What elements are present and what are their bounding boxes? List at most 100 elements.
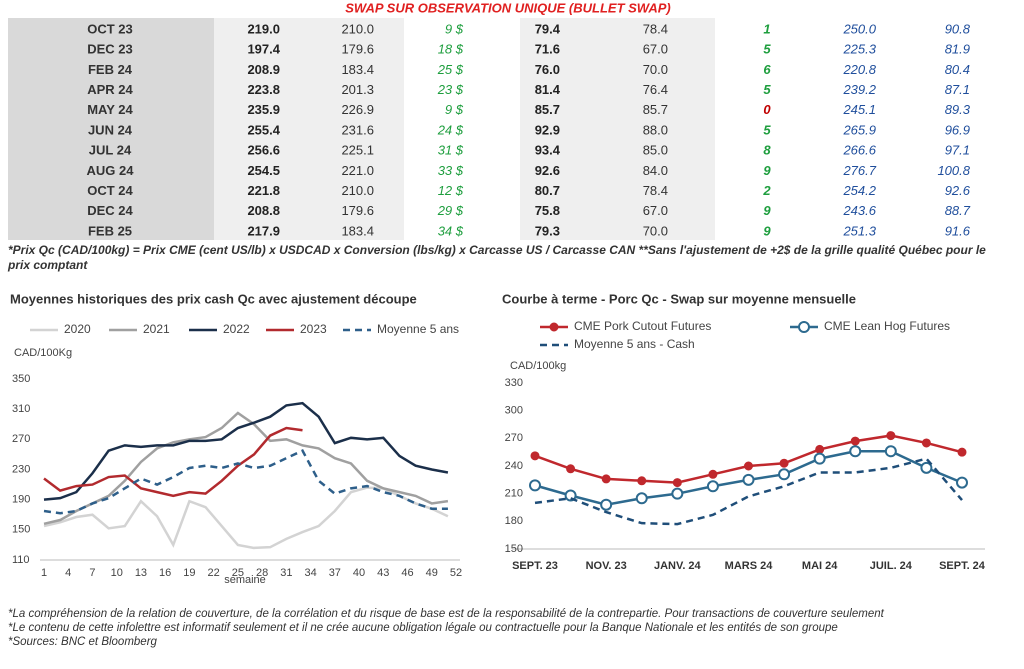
- y-tick-label: 270: [12, 433, 30, 445]
- table-cell: 80.7: [535, 183, 560, 198]
- table-cell: 9: [763, 203, 771, 218]
- legend-label: CME Lean Hog Futures: [824, 319, 950, 333]
- table-cell: 18 $: [438, 42, 464, 57]
- table-cell: 85.0: [643, 143, 668, 158]
- table-cell: 243.6: [842, 203, 876, 218]
- note: *La compréhension de la relation de couv…: [8, 608, 884, 620]
- table-cell: 5: [763, 82, 771, 97]
- table-cell: FEB 24: [88, 62, 133, 77]
- y-tick-label: 210: [505, 488, 523, 500]
- table-cell: 231.6: [341, 122, 374, 137]
- legend-label: CME Pork Cutout Futures: [574, 319, 711, 333]
- series-line: [43, 401, 449, 501]
- x-tick-label: JANV. 24: [654, 560, 702, 572]
- table-cell: 0: [763, 102, 771, 117]
- table-cell: 6: [763, 62, 771, 77]
- table-cell: 9 $: [445, 21, 464, 36]
- x-tick-label: 34: [304, 567, 316, 579]
- x-tick-label: 46: [401, 567, 413, 579]
- table-cell: 70.0: [643, 223, 668, 238]
- point: [671, 487, 684, 500]
- point: [672, 478, 682, 488]
- point: [779, 458, 789, 468]
- x-tick-label: 7: [89, 567, 95, 579]
- chart-title: Courbe à terme - Porc Qc - Swap sur moye…: [502, 291, 856, 306]
- table-cell: OCT 24: [87, 183, 133, 198]
- x-tick-label: 25: [232, 567, 244, 579]
- y-axis-label: CAD/100Kg: [14, 347, 72, 359]
- table-cell: OCT 23: [87, 21, 133, 36]
- table-cell: 9: [763, 223, 771, 238]
- table-cell: 79.4: [535, 21, 561, 36]
- y-tick-label: 190: [12, 494, 30, 506]
- series-line: [43, 449, 448, 515]
- legend-label: 2022: [223, 322, 250, 336]
- x-tick-label: 16: [159, 567, 171, 579]
- legend-label: Moyenne 5 ans - Cash: [574, 337, 695, 351]
- table-cell: 92.6: [945, 183, 971, 198]
- table-cell: 254.2: [842, 183, 876, 198]
- table-cell: 266.6: [842, 143, 876, 158]
- table-cell: DEC 23: [87, 42, 133, 57]
- table-cell: 9 $: [445, 102, 464, 117]
- table-cell: 85.7: [535, 102, 560, 117]
- point: [635, 492, 648, 505]
- x-tick-label: 49: [426, 567, 438, 579]
- legend-label: 2023: [300, 322, 327, 336]
- table-cell: 197.4: [247, 42, 280, 57]
- table-cell: 239.2: [842, 82, 876, 97]
- table-cell: 100.8: [937, 163, 970, 178]
- y-tick-label: 180: [505, 515, 523, 527]
- table-cell: 226.9: [341, 102, 374, 117]
- table-cell: 84.0: [643, 163, 668, 178]
- x-tick-label: JUIL. 24: [870, 560, 913, 572]
- table-cell: 179.6: [341, 42, 374, 57]
- x-tick-label: 40: [353, 567, 365, 579]
- table-cell: 25 $: [437, 62, 464, 77]
- table-cell: 223.8: [247, 82, 280, 97]
- point: [600, 498, 613, 511]
- table-cell: 70.0: [643, 62, 668, 77]
- table-cell: 1: [763, 21, 770, 36]
- table-cell: 245.1: [842, 102, 876, 117]
- col-bg: [520, 18, 715, 240]
- point: [530, 451, 540, 461]
- table-cell: 67.0: [643, 42, 668, 57]
- y-tick-label: 270: [505, 432, 523, 444]
- table-cell: 76.0: [535, 62, 560, 77]
- table-cell: 183.4: [341, 62, 374, 77]
- x-tick-label: 52: [450, 567, 462, 579]
- point: [956, 476, 968, 489]
- table-cell: MAY 24: [87, 102, 133, 117]
- point: [886, 431, 896, 441]
- point: [637, 476, 647, 486]
- x-axis-label: semaine: [224, 574, 266, 586]
- table-cell: 93.4: [535, 143, 561, 158]
- table-cell: 67.0: [643, 203, 668, 218]
- point: [778, 468, 791, 481]
- table-cell: 87.1: [945, 82, 970, 97]
- series-line: [43, 411, 449, 526]
- point: [884, 445, 897, 458]
- x-tick-label: 22: [208, 567, 220, 579]
- table-cell: 90.8: [945, 21, 971, 36]
- table-cell: 8: [763, 143, 771, 158]
- y-tick-label: 230: [12, 463, 30, 475]
- point: [744, 461, 753, 471]
- point: [601, 474, 611, 484]
- x-tick-label: 31: [280, 567, 292, 579]
- table-cell: 89.3: [945, 102, 971, 117]
- table-cell: 2: [762, 183, 771, 198]
- x-tick-label: 19: [183, 567, 195, 579]
- table-cell: 5: [763, 42, 771, 57]
- series-line: [43, 426, 303, 498]
- legend-label: Moyenne 5 ans: [377, 322, 459, 336]
- table-cell: 208.8: [247, 203, 280, 218]
- y-tick-label: 240: [505, 460, 523, 472]
- table-cell: 79.3: [535, 223, 560, 238]
- y-tick-label: 150: [12, 524, 30, 536]
- x-tick-label: NOV. 23: [586, 560, 627, 572]
- point: [957, 447, 967, 457]
- table-cell: 81.4: [535, 82, 561, 97]
